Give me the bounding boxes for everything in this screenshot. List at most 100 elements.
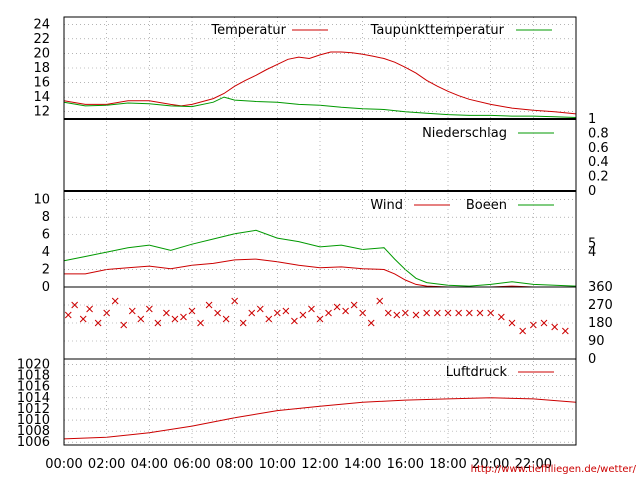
wind-tick-label: 2 [42, 263, 50, 278]
x-tick-label: 10:00 [259, 457, 296, 472]
wind-direction-point [508, 319, 516, 327]
wind-tick-label: 8 [42, 210, 50, 225]
pressure-tick-label: 1012 [17, 402, 50, 417]
wind-direction-point [540, 319, 548, 327]
wind-direction-point [248, 309, 256, 317]
wind-direction-point [325, 309, 332, 317]
wind-direction-point [308, 305, 315, 313]
x-tick-label: 22:00 [515, 457, 552, 472]
wind-direction-point [282, 307, 290, 315]
wind-direction-point [171, 315, 179, 323]
x-tick-label: 20:00 [472, 457, 509, 472]
wind-direction-point [476, 309, 484, 317]
x-tick-label: 04:00 [131, 457, 168, 472]
wind-direction-point [393, 311, 401, 319]
wind-direction-point [561, 327, 569, 335]
niederschlag-legend-label: Niederschlag [422, 126, 507, 141]
wind-direction-point [128, 307, 136, 315]
wind-direction-point [433, 309, 441, 317]
footer-url[interactable]: http://www.tiefflliegen.de/wetter/ [470, 464, 636, 475]
wind-direction-point [64, 311, 72, 319]
wind-direction-point [214, 309, 221, 317]
wind-direction-point [94, 319, 102, 327]
wind-direction-point [455, 309, 463, 317]
precipitation-tick-label: 0 [588, 184, 596, 199]
wind-direction-point [71, 301, 79, 309]
temperature-tick-label: 20 [33, 46, 50, 61]
wind-direction-point [316, 315, 324, 323]
wind-direction-point [350, 301, 358, 309]
wind-direction-point [265, 315, 273, 323]
x-tick-label: 08:00 [216, 457, 253, 472]
wind-direction-point [291, 317, 298, 325]
wind-direction-point [137, 315, 145, 323]
luftdruck-series-line [63, 397, 577, 440]
temperature-tick-label: 18 [33, 61, 50, 76]
wind-direction-point [497, 313, 505, 321]
wind-direction-point [205, 301, 213, 309]
wind-direction-point [423, 309, 431, 317]
temperature-tick-label: 24 [33, 17, 50, 32]
precipitation-tick-label: 1 [588, 112, 596, 127]
wind-tick-label: 6 [42, 228, 50, 243]
wind-right-tick-label: 4 [588, 245, 596, 260]
temperatur-series-line [63, 51, 577, 115]
pressure-tick-label: 1008 [17, 424, 50, 439]
temperature-tick-label: 22 [33, 32, 50, 47]
wind-direction-point [79, 315, 87, 323]
wind-direction-point [342, 307, 349, 315]
wind-direction-point [256, 305, 264, 313]
wind-right-tick-label: 5 [588, 236, 596, 251]
taupunkttemperatur-series-line [63, 96, 577, 118]
wind-direction-point [384, 309, 392, 317]
wind-direction-point [367, 319, 375, 327]
x-tick-label: 00:00 [45, 457, 82, 472]
wind-direction-point [333, 303, 341, 311]
precipitation-tick-label: 0.2 [588, 170, 609, 185]
pressure-tick-label: 1020 [17, 358, 50, 373]
pressure-tick-label: 1018 [17, 369, 50, 384]
wind-tick-label: 0 [42, 280, 50, 295]
boeen-series-line [63, 229, 577, 287]
pressure-tick-label: 1016 [17, 380, 50, 395]
precipitation-tick-label: 0.4 [588, 155, 609, 170]
wind-direction-point [188, 307, 196, 315]
wind-direction-point [197, 319, 204, 327]
precipitation-tick-label: 0.6 [588, 141, 609, 156]
wind-direction-point [154, 319, 162, 327]
pressure-tick-label: 1006 [17, 435, 50, 450]
wind-tick-label: 10 [33, 193, 50, 208]
pressure-tick-label: 1014 [17, 391, 50, 406]
x-tick-label: 16:00 [387, 457, 424, 472]
wind-direction-point [412, 311, 420, 319]
temperature-tick-label: 16 [33, 76, 50, 91]
wind-direction-point [299, 311, 307, 319]
x-tick-label: 18:00 [429, 457, 466, 472]
wind-direction-point [239, 319, 247, 327]
wind-direction-point [180, 313, 187, 321]
wind-direction-point [120, 321, 128, 329]
x-tick-label: 02:00 [88, 457, 125, 472]
wind-direction-point [519, 327, 527, 335]
x-tick-label: 14:00 [344, 457, 381, 472]
wind-legend-label: Wind [370, 198, 403, 213]
pressure-frame [63, 358, 577, 446]
wind_direction-right-tick-label: 180 [588, 316, 613, 331]
wind-tick-label: 4 [42, 245, 50, 260]
precipitation-tick-label: 0.8 [588, 126, 609, 141]
wind-direction-point [111, 297, 119, 305]
x-tick-label: 06:00 [173, 457, 210, 472]
wind-direction-point [86, 305, 93, 313]
temperature-tick-label: 14 [33, 90, 50, 105]
wind_direction-right-tick-label: 0 [588, 352, 596, 367]
x-tick-label: 12:00 [301, 457, 338, 472]
wind-direction-point [465, 309, 473, 317]
temperature-tick-label: 12 [33, 105, 50, 120]
temperatur-legend-label: Temperatur [210, 23, 286, 38]
boeen-legend-label: Boeen [466, 198, 507, 213]
wind-direction-point [163, 309, 170, 317]
luftdruck-legend-label: Luftdruck [446, 365, 508, 380]
taupunkt-legend-label: Taupunkttemperatur [370, 23, 505, 38]
wind-direction-point [222, 315, 230, 323]
